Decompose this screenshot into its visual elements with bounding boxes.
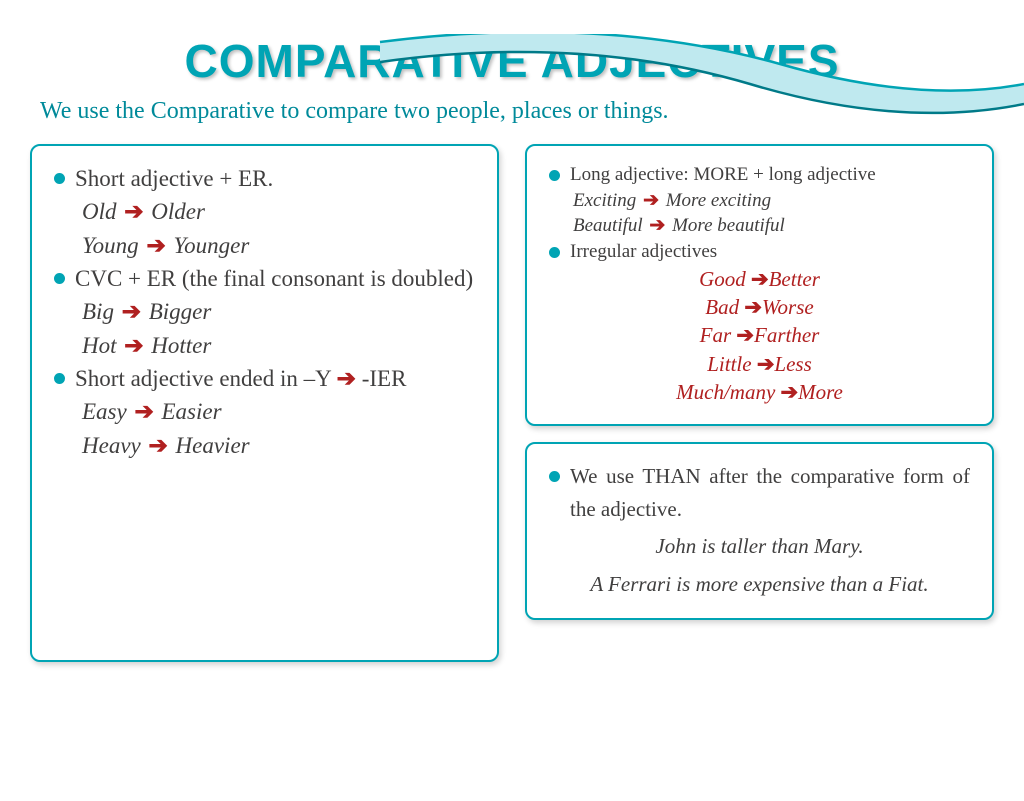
rule-example: Easy ➔ Easier	[54, 395, 475, 428]
rule-heading: Short adjective + ER.	[54, 162, 475, 195]
than-usage-box: We use THAN after the comparative form o…	[525, 442, 994, 620]
content-columns: Short adjective + ER. Old ➔ OlderYoung ➔…	[0, 144, 1024, 662]
rule-example: Heavy ➔ Heavier	[54, 429, 475, 462]
irregular-example: Little ➔Less	[549, 350, 970, 378]
irregular-example: Much/many ➔More	[549, 378, 970, 406]
bullet-icon	[54, 173, 65, 184]
bullet-icon	[54, 273, 65, 284]
than-example-1: John is taller than Mary.	[549, 531, 970, 563]
subtitle: We use the Comparative to compare two pe…	[0, 88, 1024, 144]
long-rule: Long adjective: MORE + long adjective	[549, 162, 970, 188]
irregular-example: Far ➔Farther	[549, 321, 970, 349]
irregular-example: Bad ➔Worse	[549, 293, 970, 321]
bullet-icon	[54, 373, 65, 384]
rule-example: Young ➔ Younger	[54, 229, 475, 262]
bullet-icon	[549, 471, 560, 482]
irregular-label: Irregular adjectives	[549, 239, 970, 265]
short-adjectives-box: Short adjective + ER. Old ➔ OlderYoung ➔…	[30, 144, 499, 662]
long-irregular-box: Long adjective: MORE + long adjective Ex…	[525, 144, 994, 426]
than-example-2: A Ferrari is more expensive than a Fiat.	[549, 569, 970, 601]
rule-example: Old ➔ Older	[54, 195, 475, 228]
rule-heading: Short adjective ended in –Y ➔ -IER	[54, 362, 475, 395]
rule-heading: CVC + ER (the final consonant is doubled…	[54, 262, 475, 295]
bullet-icon	[549, 247, 560, 258]
long-example: Beautiful ➔ More beautiful	[549, 213, 970, 239]
than-rule: We use THAN after the comparative form o…	[549, 460, 970, 525]
page-title: COMPARATIVE ADJECTIVES	[0, 34, 1024, 88]
long-example: Exciting ➔ More exciting	[549, 188, 970, 214]
irregular-example: Good ➔Better	[549, 265, 970, 293]
bullet-icon	[549, 170, 560, 181]
rule-example: Hot ➔ Hotter	[54, 329, 475, 362]
rule-example: Big ➔ Bigger	[54, 295, 475, 328]
